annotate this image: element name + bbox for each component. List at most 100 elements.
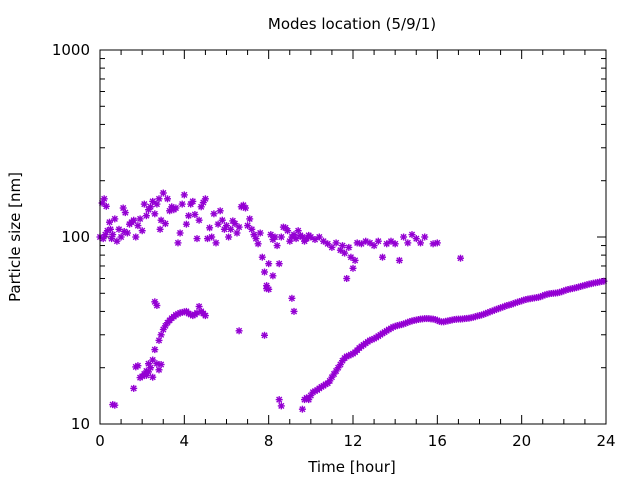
data-point — [275, 260, 283, 268]
x-tick-label: 12 — [343, 432, 362, 450]
data-point — [130, 216, 138, 224]
data-point — [149, 356, 157, 364]
data-point — [284, 227, 292, 235]
data-point — [134, 362, 142, 370]
data-point — [315, 233, 323, 241]
data-point — [421, 233, 429, 241]
data-point — [161, 220, 169, 228]
data-point — [138, 227, 146, 235]
data-point — [111, 401, 119, 409]
data-point — [320, 237, 327, 245]
data-point — [174, 239, 182, 247]
data-point — [391, 240, 399, 248]
data-point — [298, 405, 306, 413]
data-point — [151, 346, 159, 354]
data-point — [265, 285, 273, 293]
data-point — [457, 254, 464, 262]
data-point — [290, 307, 298, 315]
data-point — [374, 237, 382, 245]
data-point — [227, 225, 235, 233]
data-point — [172, 204, 180, 212]
data-point — [117, 233, 125, 241]
data-point — [155, 336, 163, 344]
data-point — [134, 222, 142, 230]
data-point — [379, 253, 386, 261]
data-point — [343, 275, 351, 282]
data-point — [248, 225, 256, 233]
data-point — [159, 189, 167, 197]
y-tick-label: 100 — [61, 228, 90, 246]
data-point — [121, 209, 129, 217]
data-point — [153, 302, 161, 309]
data-point — [153, 360, 161, 368]
data-point — [339, 242, 346, 250]
data-point — [341, 249, 349, 257]
data-point — [156, 225, 164, 233]
data-point — [191, 211, 199, 218]
data-point — [383, 240, 391, 248]
data-point — [142, 212, 150, 220]
data-point — [395, 256, 403, 264]
y-axis-label: Particle size [nm] — [6, 172, 24, 302]
data-point — [193, 235, 201, 243]
data-point — [164, 195, 171, 203]
data-point — [140, 200, 148, 208]
data-point — [201, 312, 209, 320]
data-point — [109, 231, 117, 239]
data-point — [106, 218, 113, 226]
data-point — [155, 195, 163, 203]
data-point — [195, 216, 203, 224]
data-point — [218, 216, 226, 224]
data-point — [216, 207, 224, 215]
data-point — [178, 200, 186, 208]
y-tick-label: 1000 — [52, 41, 90, 59]
data-point — [349, 264, 357, 272]
data-points — [96, 189, 608, 413]
data-point — [347, 253, 355, 261]
x-axis-label: Time [hour] — [307, 458, 396, 476]
data-point — [417, 239, 424, 247]
data-point — [149, 373, 157, 381]
data-point — [182, 220, 190, 228]
data-point — [277, 402, 285, 410]
data-point — [277, 233, 285, 241]
data-point — [256, 229, 264, 237]
data-point — [254, 240, 262, 248]
plot-frame — [99, 49, 607, 425]
data-point — [328, 243, 336, 251]
data-point — [235, 327, 243, 335]
x-tick-label: 0 — [95, 432, 105, 450]
data-point — [157, 361, 165, 368]
data-point — [265, 260, 273, 268]
data-point — [305, 396, 313, 404]
data-point — [292, 235, 300, 243]
data-point — [225, 233, 233, 241]
x-tick-label: 20 — [512, 432, 531, 450]
data-point — [189, 197, 197, 205]
data-point — [242, 204, 249, 212]
data-point — [269, 272, 277, 280]
x-tick-label: 8 — [264, 432, 274, 450]
data-point — [130, 384, 138, 392]
data-point — [185, 212, 193, 220]
data-point — [102, 202, 110, 210]
data-point — [100, 195, 108, 203]
data-point — [351, 256, 359, 264]
x-tick-label: 4 — [180, 432, 190, 450]
data-point — [235, 223, 243, 231]
y-tick-label: 10 — [71, 415, 90, 433]
data-point — [261, 331, 268, 339]
data-point — [201, 195, 209, 203]
data-point — [332, 239, 340, 247]
data-point — [111, 215, 119, 223]
data-point — [206, 224, 214, 232]
data-point — [273, 242, 281, 250]
data-point — [345, 243, 353, 251]
x-tick-label: 16 — [428, 432, 447, 450]
data-point — [258, 253, 266, 261]
data-point — [246, 215, 254, 223]
data-point — [271, 233, 279, 241]
data-point — [210, 210, 218, 218]
data-point — [408, 231, 416, 239]
data-point — [311, 236, 319, 243]
